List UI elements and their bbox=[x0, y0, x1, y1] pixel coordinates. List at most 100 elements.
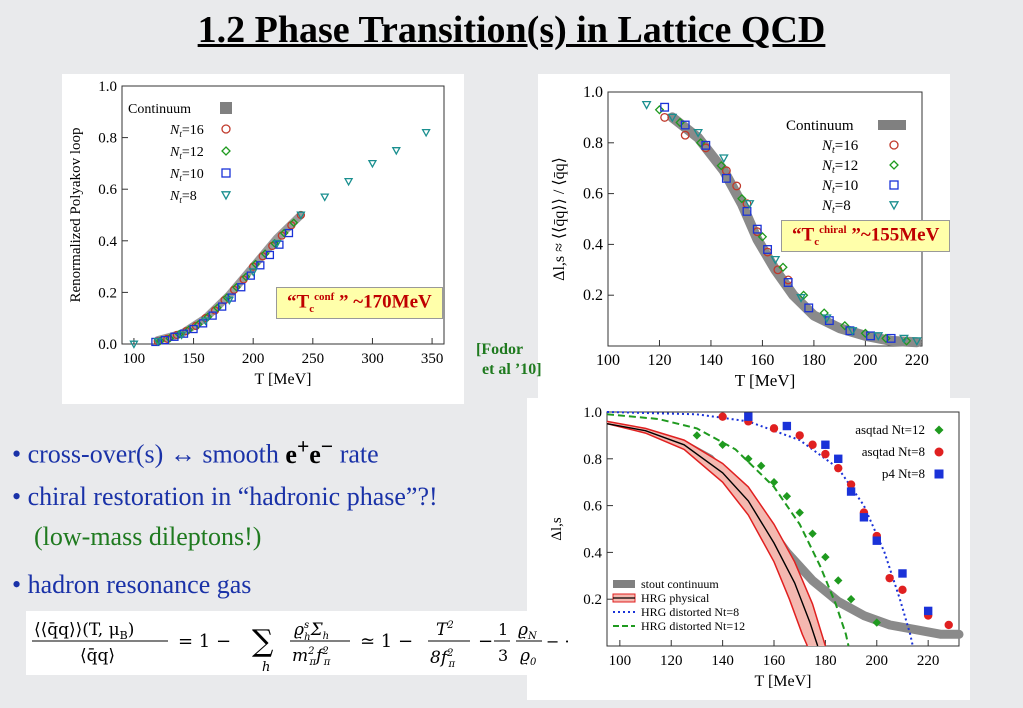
x-tick-label: 100 bbox=[596, 352, 620, 369]
legend-bottom-label: HRG physical bbox=[641, 591, 710, 605]
bullet-dileptons: (low-mass dileptons!) bbox=[34, 522, 262, 551]
y-tick-label: 0.6 bbox=[98, 182, 117, 198]
y-axis-label: Renormalized Polyakov loop bbox=[68, 128, 84, 303]
formula-third-den: 3 bbox=[498, 646, 508, 665]
data-point-circle bbox=[834, 463, 843, 473]
ee-symbol: e+e− bbox=[285, 434, 333, 469]
data-point-triangle-down bbox=[899, 334, 909, 344]
data-point-square bbox=[752, 224, 762, 234]
legend-top-label: asqtad Nt=12 bbox=[855, 422, 925, 437]
data-point-square bbox=[189, 324, 198, 334]
legend-marker-triangle-down bbox=[220, 191, 232, 201]
legend-marker-triangle-down bbox=[888, 201, 900, 211]
condensate-formula: ⟨⟨q̄q⟩⟩(T, μB) ⟨q̄q⟩ = 1 − ∑ h ϱs hΣh m2 π… bbox=[26, 611, 580, 675]
formula-minus: − bbox=[478, 631, 493, 652]
formula-rho-n: ϱN bbox=[518, 620, 538, 642]
legend-series-label: Nt=8 bbox=[821, 198, 851, 216]
legend-marker-circle bbox=[889, 140, 899, 150]
data-point-square bbox=[284, 228, 294, 238]
data-point-diamond bbox=[821, 552, 830, 562]
x-tick-label: 140 bbox=[711, 653, 734, 669]
data-point-circle bbox=[885, 573, 894, 583]
x-tick-label: 150 bbox=[182, 351, 205, 367]
formula-lhs-num: ⟨⟨q̄q⟩⟩(T, μB) bbox=[34, 620, 134, 642]
data-point-square bbox=[872, 536, 881, 545]
data-point-triangle-down bbox=[296, 211, 306, 220]
data-point-triangle-down bbox=[641, 101, 652, 110]
legend-top-marker bbox=[934, 447, 944, 457]
y-tick-label: 0.6 bbox=[583, 186, 603, 203]
legend-series-label: Nt=10 bbox=[821, 178, 858, 196]
data-point-circle bbox=[718, 412, 727, 421]
data-point-square bbox=[660, 102, 670, 112]
y-tick-label: 0.8 bbox=[583, 452, 602, 468]
x-tick-label: 200 bbox=[853, 352, 877, 369]
y-tick-label: 0.2 bbox=[583, 592, 602, 608]
legend-continuum: Continuum bbox=[786, 118, 854, 134]
data-point-diamond bbox=[782, 492, 792, 501]
data-point-square bbox=[218, 302, 227, 311]
data-point-diamond bbox=[778, 262, 788, 272]
data-point-diamond bbox=[795, 508, 804, 517]
x-tick-label: 120 bbox=[660, 653, 683, 669]
y-tick-label: 1.0 bbox=[583, 84, 603, 101]
callout-conf-suffix: ” ~170MeV bbox=[334, 291, 432, 313]
legend-marker-square bbox=[221, 168, 231, 178]
legend-marker-square bbox=[889, 180, 899, 190]
data-point-square bbox=[834, 454, 843, 463]
x-tick-label: 120 bbox=[647, 352, 671, 369]
data-point-diamond bbox=[757, 232, 768, 242]
data-point-diamond bbox=[808, 529, 817, 538]
legend-marker-diamond bbox=[889, 160, 899, 170]
y-tick-label: 0.2 bbox=[583, 287, 603, 304]
data-point-circle bbox=[680, 130, 690, 140]
data-point-circle bbox=[944, 620, 953, 630]
y-tick-label: 1.0 bbox=[98, 79, 117, 95]
callout-chiral-sup: chiral bbox=[819, 224, 847, 236]
formula-t2-den: 8f2 π bbox=[430, 648, 455, 670]
data-point-triangle-down bbox=[367, 159, 378, 169]
chiral-condensate-plot: 100 120 140 160 180 200 220 0.2 0.4 0.6 0.8 1.0 T [M… bbox=[551, 84, 929, 390]
data-point-circle bbox=[769, 424, 779, 433]
data-point-square bbox=[170, 332, 179, 341]
data-point-circle bbox=[821, 449, 830, 459]
data-point-triangle-down bbox=[693, 128, 703, 138]
callout-conf-prefix: “T bbox=[287, 291, 310, 313]
legend-continuum-swatch bbox=[220, 102, 232, 114]
legend-series-label: Nt=16 bbox=[169, 123, 204, 139]
slide-title: 1.2 Phase Transition(s) in Lattice QCD bbox=[197, 9, 826, 51]
bullet-crossover: • cross-over(s) ↔ smooth e+e− rate bbox=[12, 434, 379, 470]
y-tick-label: 0.8 bbox=[98, 131, 117, 147]
data-point-circle bbox=[660, 112, 670, 122]
plot-frame bbox=[121, 85, 445, 345]
data-point-triangle-down bbox=[224, 296, 234, 305]
callout-chiral-prefix: “T bbox=[792, 224, 815, 246]
data-point-diamond bbox=[241, 272, 251, 282]
y-tick-label: 0.4 bbox=[583, 236, 603, 253]
ee-minus: − bbox=[320, 434, 334, 458]
data-point-square bbox=[783, 278, 793, 287]
data-point-triangle-down bbox=[421, 128, 431, 138]
data-point-diamond bbox=[798, 290, 809, 300]
x-tick-label: 100 bbox=[123, 351, 146, 367]
data-point-triangle-down bbox=[129, 340, 139, 349]
plot-frame bbox=[606, 411, 960, 647]
formula-sum-index: h bbox=[262, 660, 270, 675]
data-point-square bbox=[744, 412, 753, 421]
data-point-square bbox=[886, 333, 896, 343]
data-point-triangle-down bbox=[744, 200, 755, 209]
formula-term1-num: ϱs hΣh bbox=[294, 620, 329, 643]
data-point-triangle-down bbox=[391, 147, 401, 156]
data-point-diamond bbox=[222, 293, 232, 302]
callout-chiral-suffix: ”~155MeV bbox=[846, 224, 940, 246]
hrg-comparison-plot: 100 120 140 160 180 200 220 0.2 0.4 0.6 0.8 1.0 T [M… bbox=[549, 405, 964, 690]
data-point-diamond bbox=[279, 228, 289, 238]
polyakov-loop-plot: 100 150 200 250 300 350 0.0 0.2 0.4 0.6 0.8 1.0 T [M… bbox=[68, 79, 445, 388]
x-tick-label: 180 bbox=[802, 352, 826, 369]
legend-top-label: p4 Nt=8 bbox=[882, 466, 925, 481]
hrg-physical-edge bbox=[606, 420, 827, 647]
x-tick-label: 350 bbox=[421, 351, 444, 367]
data-point-square bbox=[742, 206, 752, 216]
callout-chiral-sub: c bbox=[814, 236, 820, 249]
tc-conf-callout: “Tcconf ” ~170MeV bbox=[276, 287, 443, 320]
